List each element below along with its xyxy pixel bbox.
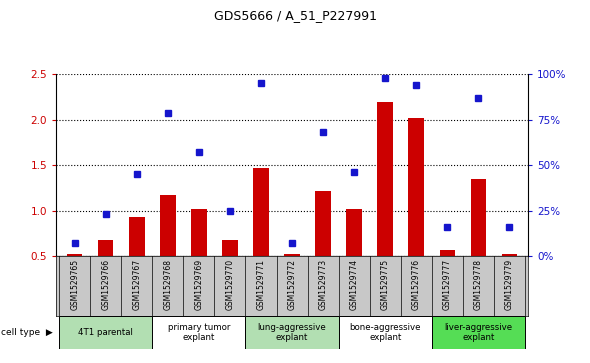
Bar: [378, 102, 393, 256]
Text: GSM1529768: GSM1529768: [163, 259, 172, 310]
Bar: [253, 168, 269, 256]
FancyBboxPatch shape: [432, 317, 525, 348]
Text: GDS5666 / A_51_P227991: GDS5666 / A_51_P227991: [214, 9, 376, 22]
Text: GSM1529769: GSM1529769: [194, 259, 204, 310]
Bar: [222, 240, 238, 256]
Bar: [98, 240, 113, 256]
Text: primary tumor
explant: primary tumor explant: [168, 323, 230, 342]
Bar: [284, 254, 300, 256]
Text: GSM1529770: GSM1529770: [225, 259, 234, 310]
Text: GSM1529771: GSM1529771: [257, 259, 266, 310]
Text: GSM1529772: GSM1529772: [287, 259, 297, 310]
Bar: [502, 254, 517, 256]
Bar: [346, 209, 362, 256]
Text: GSM1529765: GSM1529765: [70, 259, 79, 310]
Bar: [471, 179, 486, 256]
Text: GSM1529774: GSM1529774: [350, 259, 359, 310]
Text: bone-aggressive
explant: bone-aggressive explant: [349, 323, 421, 342]
Bar: [160, 195, 176, 256]
Text: GSM1529776: GSM1529776: [412, 259, 421, 310]
Text: GSM1529766: GSM1529766: [101, 259, 110, 310]
Text: lung-aggressive
explant: lung-aggressive explant: [258, 323, 326, 342]
Text: 4T1 parental: 4T1 parental: [78, 328, 133, 337]
Text: GSM1529779: GSM1529779: [505, 259, 514, 310]
Text: GSM1529778: GSM1529778: [474, 259, 483, 310]
FancyBboxPatch shape: [245, 317, 339, 348]
Bar: [440, 250, 455, 256]
Bar: [67, 254, 83, 256]
Text: GSM1529777: GSM1529777: [443, 259, 452, 310]
Bar: [315, 191, 331, 256]
FancyBboxPatch shape: [339, 317, 432, 348]
Text: cell type  ▶: cell type ▶: [1, 328, 53, 337]
Bar: [408, 118, 424, 256]
Bar: [129, 217, 145, 256]
FancyBboxPatch shape: [59, 317, 152, 348]
Text: GSM1529773: GSM1529773: [319, 259, 327, 310]
Text: GSM1529775: GSM1529775: [381, 259, 390, 310]
Text: GSM1529767: GSM1529767: [132, 259, 141, 310]
Bar: [191, 209, 206, 256]
FancyBboxPatch shape: [152, 317, 245, 348]
Text: liver-aggressive
explant: liver-aggressive explant: [444, 323, 513, 342]
